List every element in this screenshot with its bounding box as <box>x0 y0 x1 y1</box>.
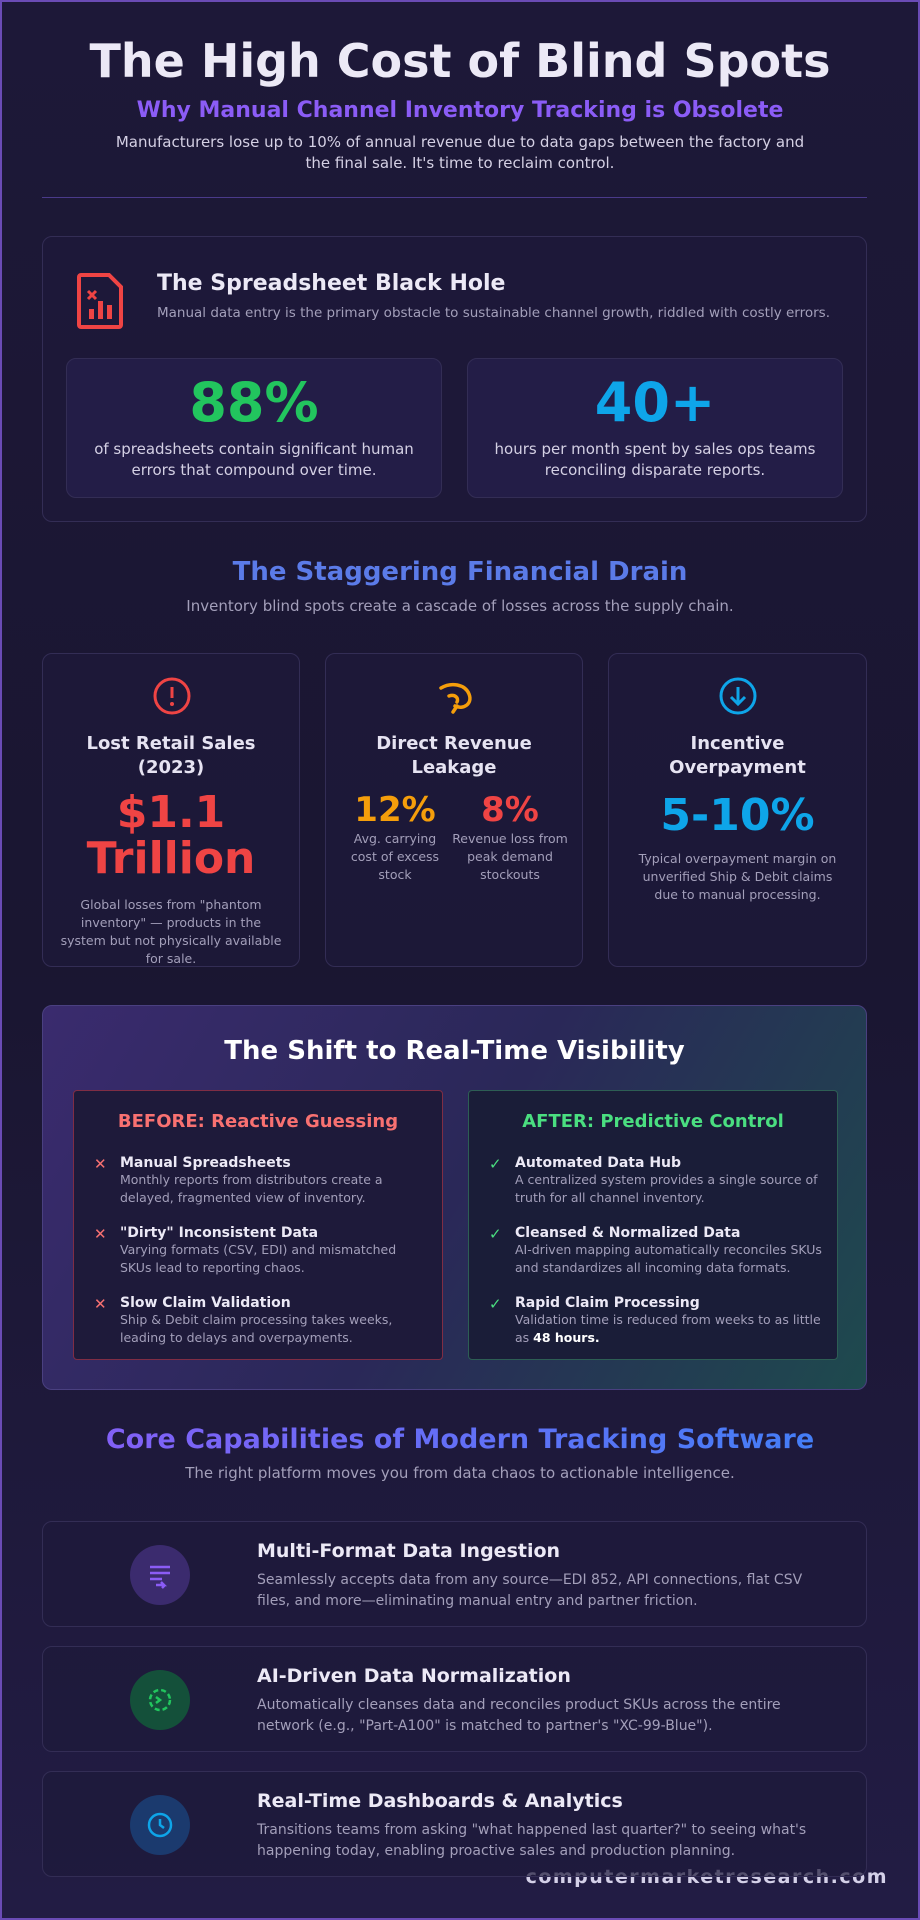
stat-box: 40+ hours per month spent by sales ops t… <box>467 358 843 498</box>
feature-text: Automatically cleanses data and reconcil… <box>257 1697 781 1734</box>
feature-icon <box>130 1795 190 1855</box>
item-text-part: Ship & Debit claim processing takes week… <box>120 1312 393 1345</box>
item-text-bold: 48 hours. <box>533 1330 600 1345</box>
item-title: "Dirty" Inconsistent Data <box>120 1225 319 1241</box>
feature-title: Multi-Format Data Ingestion <box>257 1540 561 1562</box>
card-title: Incentive Overpayment <box>669 733 806 778</box>
item-title: Automated Data Hub <box>515 1155 682 1171</box>
card-text: Global losses from "phantom inventory" —… <box>60 897 282 966</box>
mini-stat-value: 8% <box>481 790 539 830</box>
feature-text: Transitions teams from asking "what happ… <box>257 1822 807 1859</box>
subtitle: Why Manual Channel Inventory Tracking is… <box>136 98 784 123</box>
feature-text: Seamlessly accepts data from any source—… <box>257 1572 803 1609</box>
item-body: Automated Data Hub A centralized system p… <box>515 1155 824 1207</box>
item-marker: ✓ <box>489 1225 502 1243</box>
feature-icon <box>130 1545 190 1605</box>
mini-stat: 12% Avg. carrying cost of excess stock <box>340 790 450 884</box>
feature-card: Multi-Format Data Ingestion Seamlessly ac… <box>42 1521 867 1627</box>
shift-section: The Shift to Real-Time Visibility BEFORE… <box>42 1005 867 1390</box>
loss-card: Lost Retail Sales (2023) $1.1 Trillion G… <box>42 653 300 967</box>
item-marker: ✕ <box>94 1225 107 1243</box>
section-subtitle: Inventory blind spots create a cascade o… <box>186 597 734 615</box>
card-text: Typical overpayment margin on unverified… <box>638 851 837 902</box>
item-body: Rapid Claim Processing Validation time is… <box>515 1295 824 1347</box>
after-box: AFTER: Predictive Control ✓ Automated Dat… <box>468 1090 838 1360</box>
item-body: Cleansed & Normalized Data AI-driven mapp… <box>515 1225 824 1277</box>
section-description: Manual data entry is the primary obstacl… <box>157 305 831 321</box>
loss-card: Direct Revenue Leakage 12% Avg. carrying… <box>325 653 583 967</box>
stat-text: hours per month spent by sales ops teams… <box>494 440 816 479</box>
box-title: AFTER: Predictive Control <box>522 1111 784 1132</box>
section-title: The Staggering Financial Drain <box>232 557 688 587</box>
item-text: Validation time is reduced from weeks to… <box>515 1311 824 1347</box>
loss-card: Incentive Overpayment 5-10% Typical over… <box>608 653 867 967</box>
feature-card: AI-Driven Data Normalization Automaticall… <box>42 1646 867 1752</box>
item-marker: ✕ <box>94 1295 107 1313</box>
divider <box>42 197 867 198</box>
spreadsheet-card: The Spreadsheet Black Hole Manual data e… <box>42 236 867 522</box>
item-title: Rapid Claim Processing <box>515 1295 700 1311</box>
feature-card: Real-Time Dashboards & Analytics Transiti… <box>42 1771 867 1877</box>
title: The High Cost of Blind Spots <box>89 34 831 88</box>
box-title: BEFORE: Reactive Guessing <box>117 1111 399 1132</box>
stat-value: 88% <box>189 371 319 434</box>
item-body: Manual Spreadsheets Monthly reports from … <box>120 1155 429 1207</box>
item-text: AI-driven mapping automatically reconcil… <box>515 1241 824 1277</box>
item-text-part: A centralized system provides a single s… <box>515 1172 818 1205</box>
item-title: Manual Spreadsheets <box>120 1155 291 1171</box>
item-body: "Dirty" Inconsistent Data Varying formats… <box>120 1225 429 1277</box>
item-text-part: Varying formats (CSV, EDI) and mismatche… <box>120 1242 397 1275</box>
card-title: Lost Retail Sales (2023) <box>86 733 256 778</box>
leak-icon <box>439 682 472 714</box>
item-marker: ✕ <box>94 1155 107 1173</box>
stat-value: 40+ <box>594 371 716 434</box>
item-title: Slow Claim Validation <box>120 1295 291 1311</box>
item-text-part: Monthly reports from distributors create… <box>120 1172 383 1205</box>
item-text: Monthly reports from distributors create… <box>120 1171 429 1207</box>
feature-title: AI-Driven Data Normalization <box>257 1665 571 1687</box>
item-text-part: Validation time is reduced from weeks to… <box>515 1312 821 1345</box>
feature-icon <box>130 1670 190 1730</box>
stat-box: 88% of spreadsheets contain significant … <box>66 358 442 498</box>
item-text: A centralized system provides a single s… <box>515 1171 824 1207</box>
stat-text: of spreadsheets contain significant huma… <box>94 440 414 479</box>
section-title: The Shift to Real-Time Visibility <box>224 1036 685 1066</box>
section-title: Core Capabilities of Modern Tracking Sof… <box>2 1424 918 1455</box>
down-icon <box>719 677 757 715</box>
mini-stat: 8% Revenue loss from peak demand stockou… <box>450 790 570 884</box>
card-value: 5-10% <box>660 790 815 841</box>
item-text: Ship & Debit claim processing takes week… <box>120 1311 429 1347</box>
spreadsheet-icon <box>77 273 123 329</box>
item-text-part: AI-driven mapping automatically reconcil… <box>515 1242 822 1275</box>
item-body: Slow Claim Validation Ship & Debit claim … <box>120 1295 429 1347</box>
before-box: BEFORE: Reactive Guessing ✕ Manual Spread… <box>73 1090 443 1360</box>
item-title: Cleansed & Normalized Data <box>515 1225 741 1241</box>
item-marker: ✓ <box>489 1295 502 1313</box>
section-title: The Spreadsheet Black Hole <box>157 271 506 296</box>
mini-stat-value: 12% <box>354 790 436 830</box>
item-text: Varying formats (CSV, EDI) and mismatche… <box>120 1241 429 1277</box>
feature-title: Real-Time Dashboards & Analytics <box>257 1790 623 1812</box>
card-value: $1.1 Trillion <box>86 787 256 884</box>
mini-stat-text: Avg. carrying cost of excess stock <box>350 831 440 882</box>
mini-stat-text: Revenue loss from peak demand stockouts <box>452 831 568 882</box>
intro: Manufacturers lose up to 10% of annual r… <box>115 133 805 172</box>
section-subtitle: The right platform moves you from data c… <box>185 1464 735 1482</box>
card-title: Direct Revenue Leakage <box>376 733 532 778</box>
alert-icon <box>153 677 191 715</box>
item-marker: ✓ <box>489 1155 502 1173</box>
